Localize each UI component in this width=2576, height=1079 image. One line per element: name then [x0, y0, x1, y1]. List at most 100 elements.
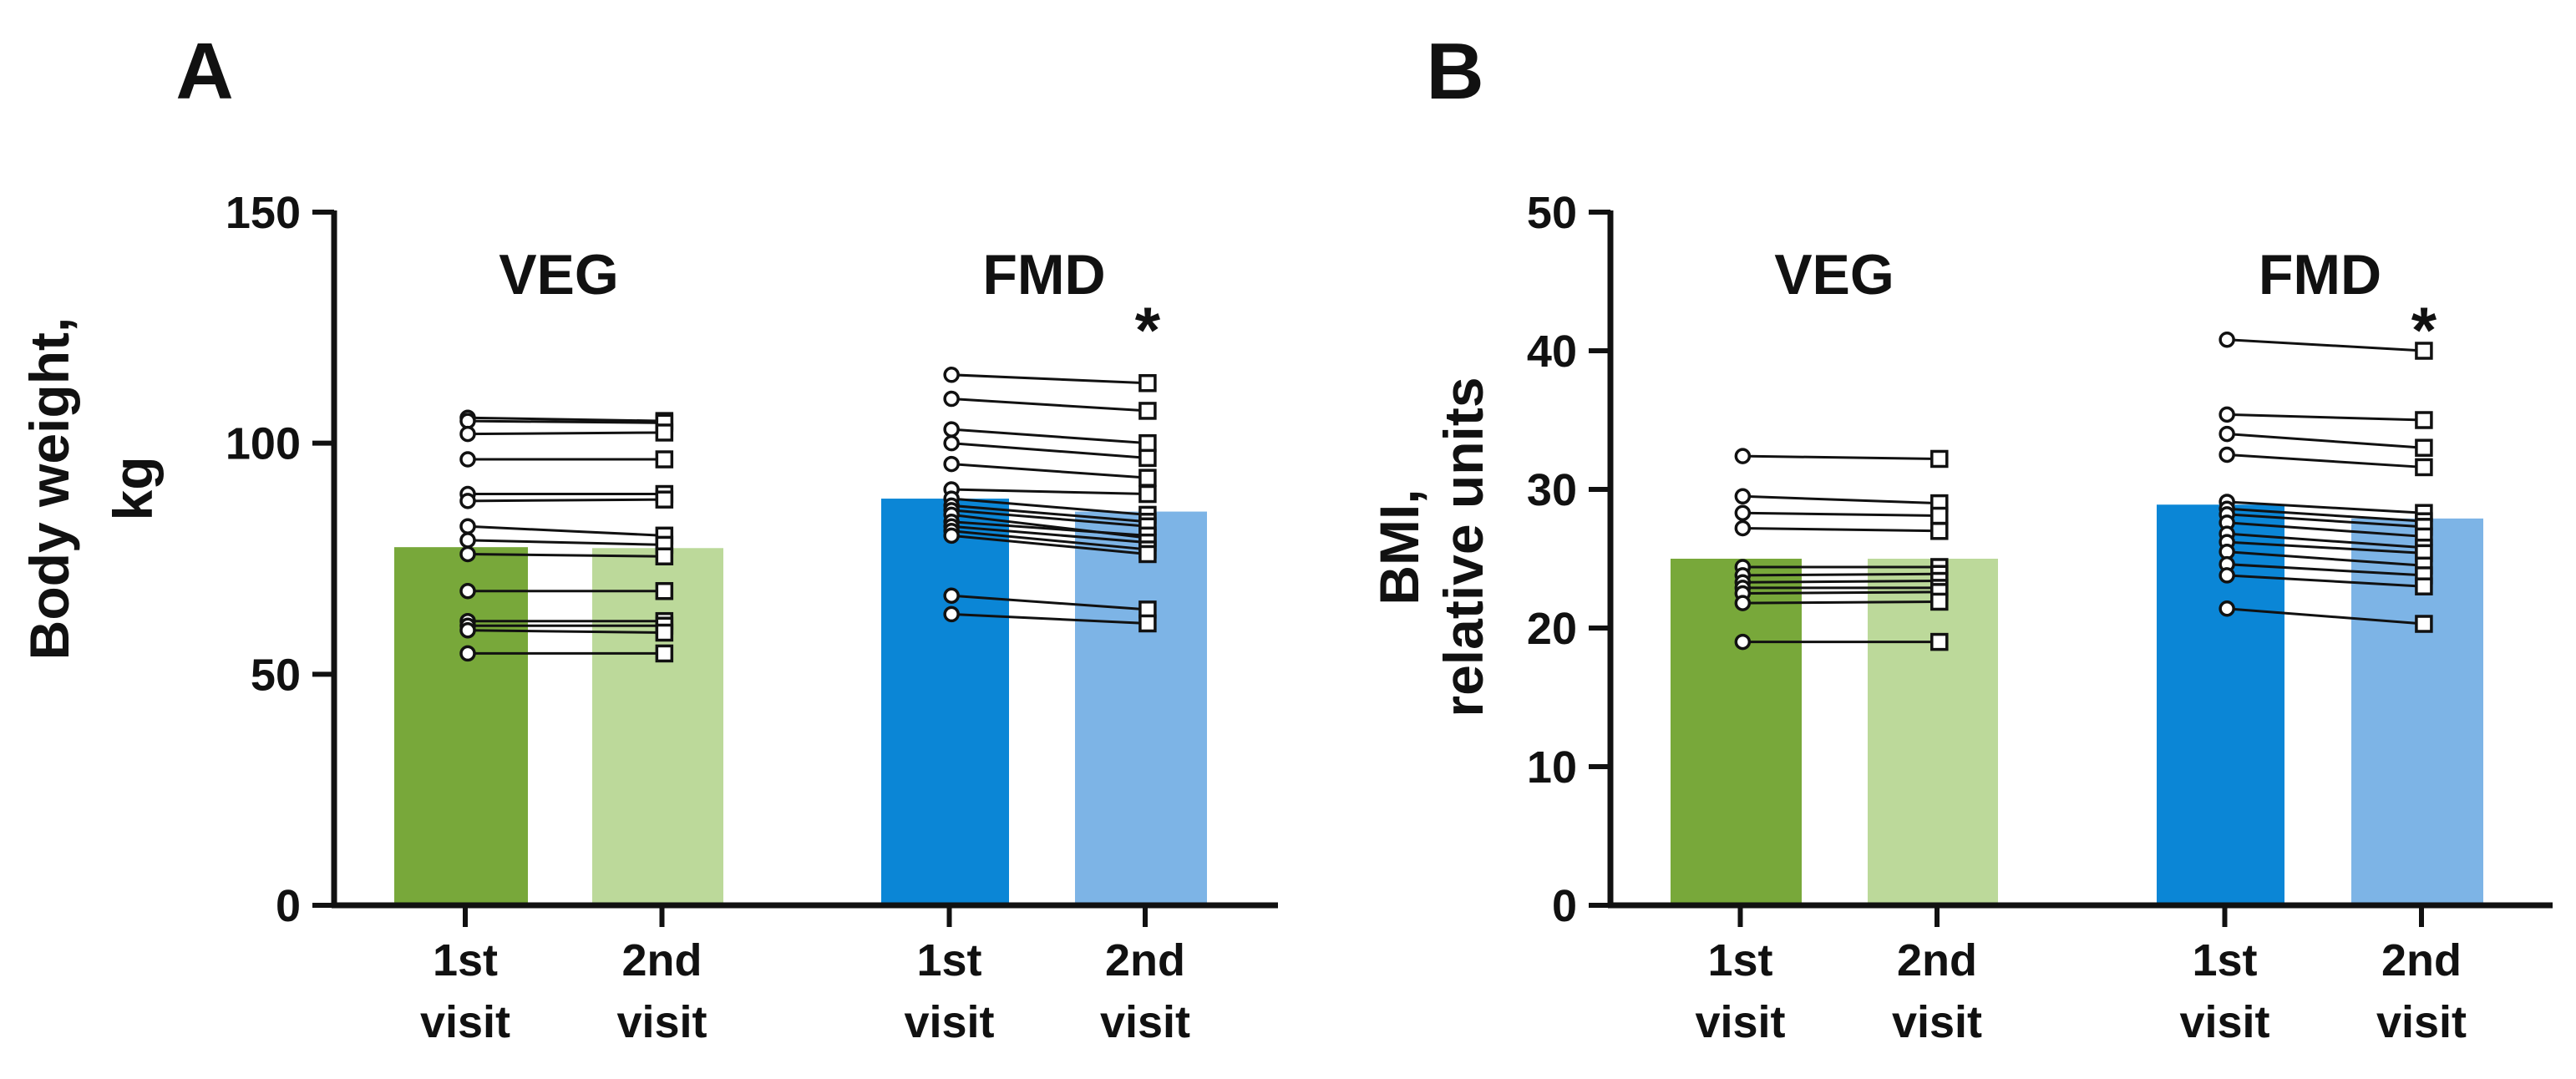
point-first-visit [943, 367, 960, 383]
subject-line [2227, 521, 2425, 538]
y-tick-label: 100 [226, 419, 301, 469]
point-first-visit [459, 532, 476, 549]
y-axis-label: BMI, [1368, 489, 1430, 605]
point-first-visit [943, 587, 960, 605]
subject-line [951, 373, 1148, 385]
panel-label: B [1426, 27, 1483, 116]
point-second-visit [1138, 373, 1157, 393]
x-tick-label: visit [1892, 997, 1982, 1047]
subject-line [951, 488, 1148, 496]
point-second-visit [2415, 411, 2433, 429]
point-second-visit [655, 623, 674, 642]
subject-line [951, 497, 1149, 516]
x-tick-label: 2nd [1897, 935, 1977, 985]
point-second-visit [2415, 458, 2433, 477]
point-first-visit [459, 451, 476, 468]
point-second-visit [655, 547, 674, 565]
point-second-visit [655, 644, 674, 663]
point-first-visit [2219, 446, 2235, 464]
point-first-visit [943, 605, 960, 623]
subject-line [467, 552, 665, 558]
subject-line [951, 534, 1149, 555]
subject-line [1742, 572, 1940, 577]
x-tick-label: visit [420, 997, 510, 1047]
panel-b: B VEG FMD * 0 10 20 30 40 50 1st visit 2nd visit 1st vi… [1368, 27, 2553, 1047]
x-tick-label: 1st [433, 935, 498, 985]
subject-line [2227, 532, 2425, 550]
group-title-veg: VEG [1774, 243, 1894, 306]
bar-veg-1 [1671, 559, 1802, 905]
point-second-visit [1138, 545, 1157, 564]
group-title-veg: VEG [499, 243, 619, 306]
point-second-visit [1138, 433, 1157, 453]
point-first-visit [459, 582, 476, 600]
subject-line [2227, 563, 2424, 577]
point-second-visit [1138, 469, 1157, 487]
group-title-fmd: FMD [2259, 243, 2381, 306]
point-first-visit [459, 493, 476, 509]
y-tick-label: 30 [1527, 465, 1577, 515]
subject-line [1742, 600, 1940, 605]
subject-line [1742, 511, 1940, 518]
point-first-visit [943, 527, 960, 545]
x-tick-label: 2nd [621, 935, 702, 985]
point-first-visit [943, 434, 960, 452]
subject-line [951, 504, 1149, 524]
point-first-visit [2219, 406, 2235, 423]
y-tick-label: 10 [1527, 742, 1577, 793]
subject-line [951, 463, 1149, 479]
subject-line [467, 539, 665, 546]
point-second-visit [1930, 592, 1949, 611]
subject-line [467, 431, 665, 436]
point-first-visit [459, 425, 476, 443]
bar-fmd-1 [881, 499, 1009, 905]
significance-marker: * [2411, 293, 2437, 367]
x-tick-label: 1st [1707, 935, 1772, 985]
bar-veg-1 [394, 547, 528, 905]
point-second-visit [1930, 522, 1949, 540]
panel-label: A [175, 27, 233, 116]
x-tick-label: visit [1100, 997, 1190, 1047]
subject-line [951, 520, 1149, 537]
y-tick-label: 50 [251, 650, 301, 700]
point-second-visit [1930, 449, 1949, 469]
x-tick-label: visit [616, 997, 707, 1047]
point-first-visit [1734, 595, 1752, 611]
y-tick-label: 40 [1527, 327, 1577, 377]
subject-line [951, 442, 1149, 459]
point-second-visit [1930, 632, 1949, 651]
subject-line [951, 524, 1149, 545]
subject-line [951, 529, 1149, 551]
point-second-visit [655, 423, 674, 442]
x-tick-label: visit [1695, 997, 1785, 1047]
subject-line [467, 416, 665, 423]
point-first-visit [2219, 425, 2235, 443]
subject-line [2227, 453, 2424, 469]
panel-a: A VEG FMD * 0 50 100 150 1st visit 2nd visit 1st visi… [18, 27, 1278, 1047]
subject-line [2227, 507, 2424, 523]
subject-line [2227, 540, 2424, 555]
subject-line [951, 612, 1148, 625]
x-tick-label: visit [904, 997, 994, 1047]
x-tick-label: visit [2179, 997, 2269, 1047]
x-tick-label: visit [2376, 997, 2467, 1047]
point-first-visit [459, 545, 476, 563]
point-first-visit [943, 455, 960, 473]
point-second-visit [1138, 614, 1157, 633]
point-second-visit [2415, 342, 2433, 360]
point-first-visit [2219, 600, 2235, 617]
point-second-visit [655, 581, 674, 600]
subject-line [2227, 500, 2424, 514]
subject-line [1742, 454, 1940, 460]
subject-line [951, 398, 1148, 413]
point-first-visit [459, 645, 476, 662]
subject-line [951, 428, 1149, 445]
point-second-visit [2415, 577, 2433, 595]
point-first-visit [459, 518, 476, 535]
point-first-visit [1734, 519, 1752, 537]
bar-fmd-2 [1075, 511, 1207, 905]
point-first-visit [2219, 567, 2235, 584]
point-first-visit [459, 413, 476, 429]
point-second-visit [2415, 438, 2433, 457]
